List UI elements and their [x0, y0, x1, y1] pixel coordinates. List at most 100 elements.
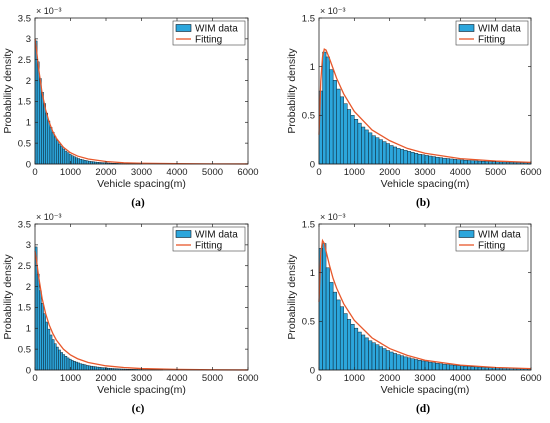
histogram-bar	[418, 154, 422, 164]
legend-swatch-wim	[459, 231, 474, 238]
histogram-bar	[86, 365, 88, 370]
y-tick-label: 1	[26, 118, 31, 129]
histogram-bar	[414, 359, 418, 370]
histogram-bar	[390, 146, 394, 164]
legend-swatch-wim	[176, 231, 191, 238]
histogram-bar	[443, 158, 447, 164]
histogram-bar	[52, 132, 54, 164]
histogram-bar	[69, 154, 71, 164]
y-tick-label: 0.5	[18, 344, 31, 355]
histogram-bar	[78, 363, 80, 370]
legend-swatch-wim	[176, 25, 191, 32]
histogram-bar	[88, 366, 90, 370]
histogram-bar	[330, 70, 334, 164]
x-tick-label: 4000	[166, 167, 187, 178]
histogram-bar	[361, 335, 365, 370]
histogram-bar	[478, 367, 482, 370]
histogram-bar	[50, 127, 52, 164]
histogram-bar	[368, 341, 372, 370]
legend-label-wim: WIM data	[195, 230, 238, 241]
histogram-bar	[323, 52, 327, 164]
x-tick-label: 1000	[344, 373, 365, 384]
x-tick-label: 0	[32, 373, 37, 384]
histogram-bar	[482, 367, 486, 370]
histogram-bar	[78, 159, 80, 164]
legend-label-fitting: Fitting	[478, 241, 505, 252]
legend-swatch-wim	[459, 25, 474, 32]
x-tick-label: 5000	[485, 373, 506, 384]
x-tick-label: 6000	[520, 167, 541, 178]
x-tick-label: 2000	[379, 373, 400, 384]
histogram-bar	[88, 161, 90, 164]
histogram-bar	[436, 157, 440, 164]
histogram-bar	[48, 329, 50, 370]
histogram-bar	[464, 366, 468, 370]
histogram-bar	[93, 367, 95, 371]
histogram-bar	[61, 146, 63, 164]
histogram-bar	[84, 365, 86, 370]
histogram-bar	[46, 322, 48, 370]
y-tick-label: 2.5	[18, 261, 31, 272]
histogram-bar	[372, 136, 376, 164]
y-tick-label: 0	[26, 365, 31, 376]
y-tick-label: 0	[26, 159, 31, 170]
legend-label-fitting: Fitting	[195, 35, 222, 46]
subplot-caption: (d)	[416, 403, 430, 415]
histogram-bar	[393, 147, 397, 164]
x-tick-label: 0	[316, 373, 321, 384]
x-tick-label: 5000	[202, 167, 223, 178]
histogram-bar	[39, 78, 41, 164]
histogram-bar	[453, 159, 457, 164]
histogram-bar	[63, 355, 65, 370]
legend-label-wim: WIM data	[195, 24, 238, 35]
histogram-bar	[368, 133, 372, 164]
x-tick-label: 6000	[237, 167, 258, 178]
histogram-bar	[354, 328, 358, 370]
x-tick-label: 3000	[131, 373, 152, 384]
legend-label-wim: WIM data	[478, 230, 521, 241]
histogram-bar	[482, 161, 486, 164]
histogram-bar	[347, 319, 351, 370]
x-tick-label: 5000	[202, 373, 223, 384]
histogram-bar	[386, 144, 390, 164]
y-tick-label: 3	[26, 240, 31, 251]
histogram-bar	[432, 157, 436, 164]
histogram-bar	[436, 363, 440, 370]
histogram-bar	[344, 314, 348, 370]
y-tick-label: 2	[26, 76, 31, 87]
x-tick-label: 2000	[95, 373, 116, 384]
y-axis-label: Probability density	[2, 48, 14, 134]
x-tick-label: 2000	[379, 167, 400, 178]
histogram-bar	[446, 365, 450, 370]
histogram-bar	[361, 127, 365, 164]
histogram-bar	[54, 344, 56, 370]
histogram-bar	[95, 367, 97, 370]
histogram-bar	[404, 150, 408, 164]
histogram-bar	[99, 367, 101, 370]
histogram-bar	[71, 156, 73, 164]
histogram-bar	[383, 142, 387, 164]
histogram-bar	[65, 151, 67, 164]
y-tick-label: 1.5	[18, 303, 31, 314]
y-tick-label: 2	[26, 282, 31, 293]
histogram-bar	[425, 362, 429, 370]
y-tick-label: 0.5	[302, 317, 315, 328]
histogram-bar	[326, 268, 330, 370]
histogram-bar	[71, 360, 73, 370]
histogram-bar	[48, 121, 50, 164]
y-tick-label: 0	[310, 365, 315, 376]
subplot-caption: (b)	[416, 197, 430, 209]
y-tick-label: 1.5	[18, 97, 31, 108]
y-multiplier: × 10⁻³	[320, 6, 346, 16]
histogram-bar	[474, 367, 478, 370]
y-multiplier: × 10⁻³	[320, 212, 346, 222]
x-tick-label: 4000	[450, 373, 471, 384]
y-tick-label: 2.5	[18, 55, 31, 66]
histogram-bar	[323, 243, 327, 370]
histogram-bar	[90, 366, 92, 370]
histogram-bar	[340, 97, 344, 164]
